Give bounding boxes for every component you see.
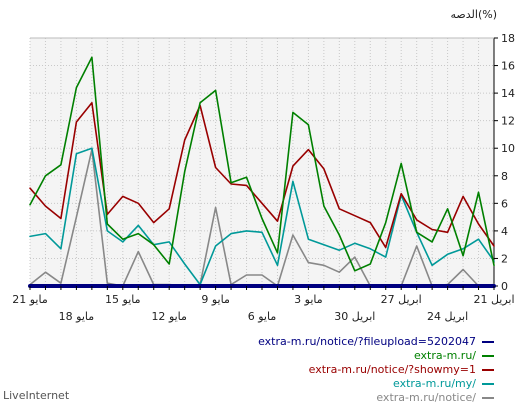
- legend-item-my: extra-m.ru/my/: [94, 377, 494, 390]
- y-tick-label: 18: [501, 32, 515, 45]
- legend-swatch: [482, 368, 494, 371]
- y-tick-label: 10: [501, 142, 515, 155]
- legend-swatch: [482, 354, 494, 357]
- y-tick-label: 8: [501, 170, 508, 183]
- legend-label[interactable]: extra-m.ru/notice/?showmy=1: [308, 363, 476, 376]
- line-chart: 0 2 4 6 8 10 12 14 16 18 الدصه(%) 21 مايو 15 مايو 9 م…: [12, 8, 515, 323]
- y-tick-label: 0: [501, 280, 508, 293]
- y-tick-label: 12: [501, 115, 515, 128]
- y-tick-label: 2: [501, 252, 508, 265]
- x-tick-label: 18 مايو: [59, 310, 95, 323]
- x-tick-label: 30 ابريل: [334, 310, 375, 323]
- brand-label[interactable]: LiveInternet: [3, 389, 70, 402]
- x-tick-label: 21 ابريل: [473, 293, 514, 306]
- x-tick-label: 27 ابريل: [381, 293, 422, 306]
- x-tick-label: 24 ابريل: [427, 310, 468, 323]
- x-tick-label: 9 مايو: [201, 293, 230, 306]
- legend-item-root: extra-m.ru/: [94, 349, 494, 362]
- legend-label[interactable]: extra-m.ru/notice/?fileupload=5202047: [258, 335, 476, 348]
- series-line: [29, 56, 495, 272]
- legend-swatch: [482, 340, 494, 343]
- legend-item-notice: extra-m.ru/notice/: [94, 391, 494, 404]
- series-line: [29, 102, 495, 249]
- series-line: [29, 148, 495, 287]
- y-tick-label: 16: [501, 60, 515, 73]
- y-tick-label: 6: [501, 197, 508, 210]
- x-tick-label: 15 مايو: [105, 293, 141, 306]
- x-tick-label: 12 مايو: [151, 310, 187, 323]
- y-tick-label: 4: [501, 225, 508, 238]
- legend-label[interactable]: extra-m.ru/: [413, 349, 476, 362]
- x-tick-label: 3 مايو: [294, 293, 323, 306]
- legend-label[interactable]: extra-m.ru/my/: [393, 377, 476, 390]
- legend: extra-m.ru/notice/?fileupload=5202047 ex…: [94, 335, 494, 405]
- legend-label[interactable]: extra-m.ru/notice/: [376, 391, 476, 404]
- legend-swatch: [482, 382, 494, 385]
- legend-swatch: [482, 396, 494, 399]
- x-tick-label: 21 مايو: [12, 293, 48, 306]
- y-tick-label: 14: [501, 87, 515, 100]
- legend-item-fileupload: extra-m.ru/notice/?fileupload=5202047: [94, 335, 494, 348]
- x-tick-label: 6 مايو: [248, 310, 277, 323]
- legend-item-showmy: extra-m.ru/notice/?showmy=1: [94, 363, 494, 376]
- y-axis-title: الدصه(%): [451, 8, 497, 21]
